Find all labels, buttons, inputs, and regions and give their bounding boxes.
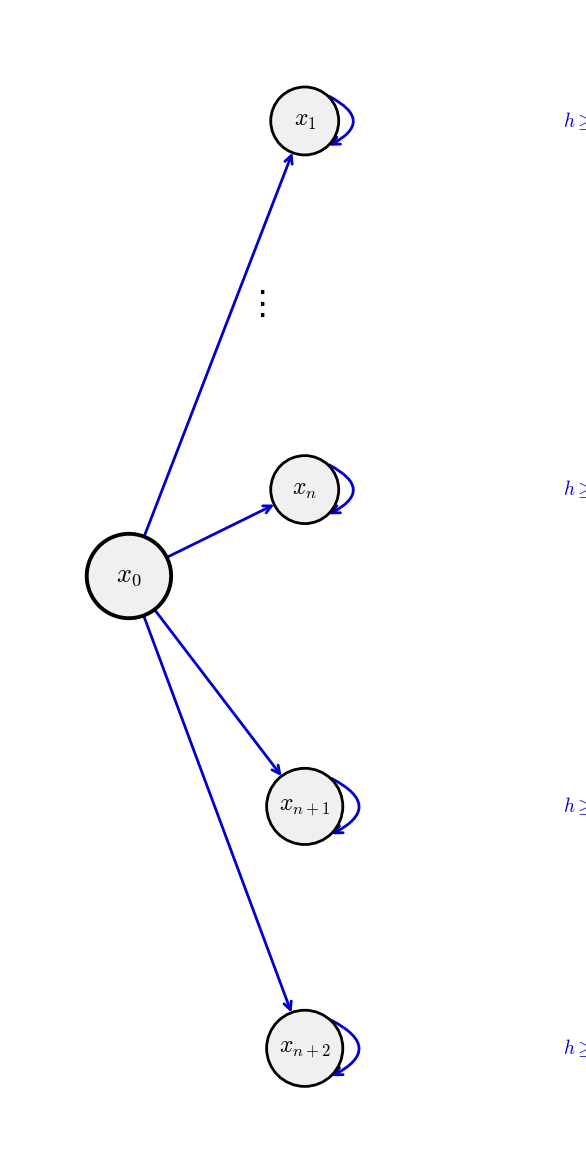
Text: $x_1$: $x_1$: [294, 109, 316, 132]
Text: $h \geq 2$: $h \geq 2$: [563, 479, 586, 500]
Text: $x_{n+1}$: $x_{n+1}$: [280, 795, 330, 818]
Text: $x_n$: $x_n$: [292, 478, 317, 501]
FancyArrowPatch shape: [329, 464, 353, 513]
Text: $h \geq 2$: $h \geq 2$: [563, 796, 586, 817]
Ellipse shape: [267, 1010, 343, 1086]
Ellipse shape: [267, 768, 343, 844]
Ellipse shape: [271, 86, 339, 156]
Ellipse shape: [271, 455, 339, 524]
Text: $h \geq 2$: $h \geq 2$: [563, 111, 586, 131]
Text: $x_{n+2}$: $x_{n+2}$: [279, 1037, 331, 1060]
Text: $x_0$: $x_0$: [116, 563, 142, 589]
FancyArrowPatch shape: [332, 779, 359, 833]
Text: $h \geq 2$: $h \geq 2$: [563, 1038, 586, 1059]
Text: $\vdots$: $\vdots$: [245, 289, 265, 321]
Ellipse shape: [87, 533, 171, 619]
FancyArrowPatch shape: [332, 1021, 359, 1075]
FancyArrowPatch shape: [329, 96, 353, 144]
